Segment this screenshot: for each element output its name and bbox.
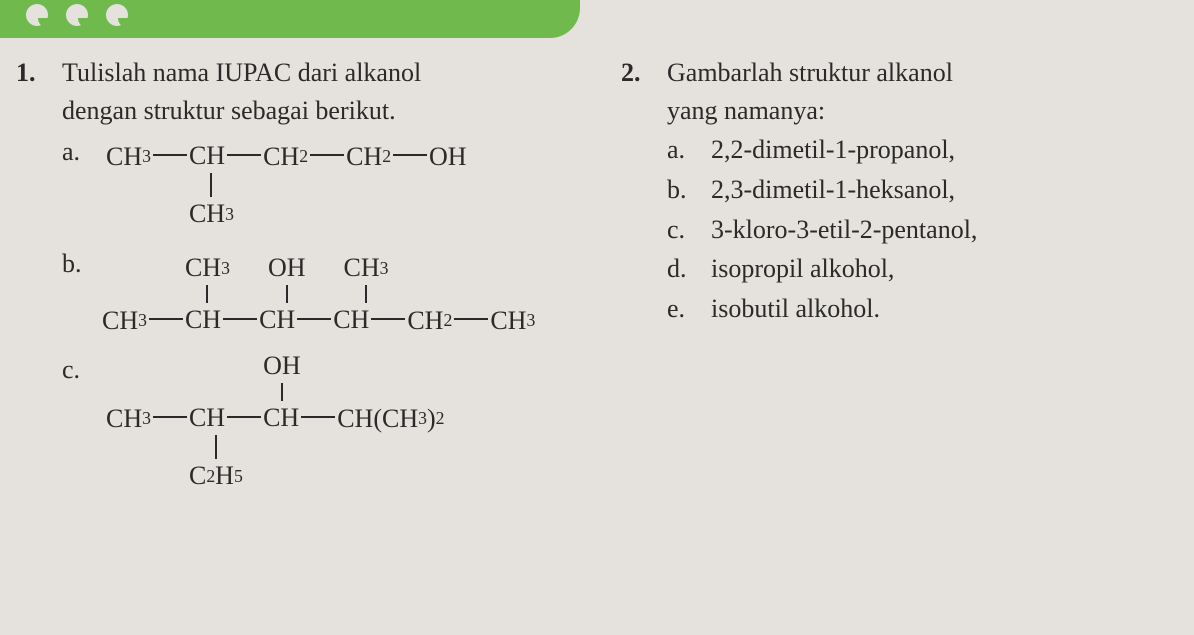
chem-ch: CH [102,302,138,340]
chem-ch: CH [106,400,142,438]
q1-item-c: c. CH3 CH OH [62,351,615,503]
chem-h: H [215,463,234,489]
q2-e-label: e. [667,290,711,328]
q2-item-c: c. 3-kloro-3-etil-2-pentanol, [667,211,1175,249]
chem-ch: CH [490,302,526,340]
q1-prompt-line1: Tulislah nama IUPAC dari alkanol [62,54,615,92]
q2-item-b: b. 2,3-dimetil-1-heksanol, [667,171,1175,209]
q2-item-a: a. 2,2-dimetil-1-propanol, [667,131,1175,169]
chem-oh: OH [429,138,467,176]
header-dot [106,4,128,26]
q2-prompt-line2: yang namanya: [667,92,1175,130]
q2-b-label: b. [667,171,711,209]
chem-ch: CH [106,138,142,176]
q1-a-label: a. [62,133,106,241]
q2-number: 2. [615,54,667,328]
q1-c-structure: CH3 CH OH CH3 CH CH [106,349,615,493]
q2-d-label: d. [667,250,711,288]
chem-c: C [189,463,206,489]
header-dot [26,4,48,26]
chem-branch: CH [189,201,225,227]
page-content: 1. Tulislah nama IUPAC dari alkanol deng… [0,54,1194,503]
q2-item-d: d. isopropil alkohol, [667,250,1175,288]
q1-b-structure: CH3 CH3 OH [102,251,615,337]
chem-oh: OH [268,255,306,281]
chem-ch: CH [263,138,299,176]
chem-ch: CH [189,405,225,431]
chem-ch: CH [263,405,299,431]
q2-a-text: 2,2-dimetil-1-propanol, [711,131,1175,169]
q2-b-text: 2,3-dimetil-1-heksanol, [711,171,1175,209]
chem-paren: ) [427,400,436,438]
chem-branch: CH [185,255,221,281]
q1-item-b: b. CH3 CH3 [62,245,615,347]
q1-a-structure: CH3 CH CH2CH2OH CH3 CH3 [106,139,615,231]
chem-ch: CH [407,302,443,340]
chem-ch: CH(CH [337,400,418,438]
q1-prompt-line2: dengan struktur sebagai berikut. [62,92,615,130]
q1-number: 1. [10,54,62,503]
chem-ch: CH [259,307,295,333]
question-2: 2. Gambarlah struktur alkanol yang naman… [615,54,1175,503]
q1-b-label: b. [62,245,106,347]
chem-branch: CH [344,255,380,281]
q2-a-label: a. [667,131,711,169]
header-dot [66,4,88,26]
q1-c-label: c. [62,351,106,503]
q2-c-text: 3-kloro-3-etil-2-pentanol, [711,211,1175,249]
chem-oh: OH [263,353,301,379]
chem-ch: CH [333,307,369,333]
q2-c-label: c. [667,211,711,249]
q2-e-text: isobutil alkohol. [711,290,1175,328]
chem-ch: CH [189,143,225,169]
green-header-banner [0,0,580,38]
chem-ch: CH [185,307,221,333]
q1-item-a: a. CH3 CH CH2CH2OH CH3 [62,133,615,241]
chem-ch: CH [346,138,382,176]
q2-prompt-line1: Gambarlah struktur alkanol [667,54,1175,92]
q2-d-text: isopropil alkohol, [711,250,1175,288]
question-1: 1. Tulislah nama IUPAC dari alkanol deng… [0,54,615,503]
q2-item-e: e. isobutil alkohol. [667,290,1175,328]
